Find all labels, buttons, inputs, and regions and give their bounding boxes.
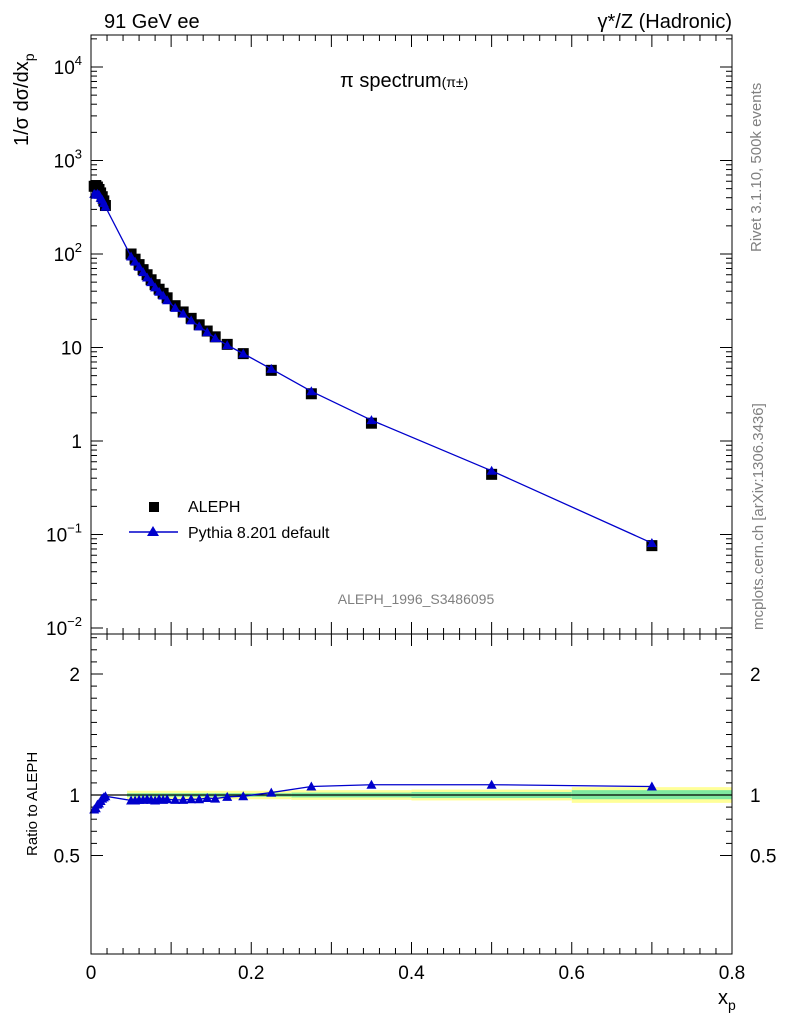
- main-y-tick-base: 10: [54, 245, 75, 266]
- ratio-y-tick-label-right: 1: [750, 786, 761, 807]
- pythia-line: [93, 193, 653, 544]
- x-axis-label: xp: [718, 987, 736, 1013]
- main-y-tick-exp: −2: [67, 614, 82, 629]
- main-y-tick-label: 104: [54, 53, 82, 79]
- y-axis-label-ratio: Ratio to ALEPH: [24, 752, 41, 856]
- main-y-tick-base: 1: [71, 432, 82, 453]
- pythia-data-point: [186, 315, 197, 325]
- pythia-ratio-point: [646, 781, 657, 791]
- legend: ALEPH Pythia 8.201 default: [129, 499, 330, 542]
- pythia-data-point: [146, 277, 157, 287]
- pythia-ratio-point: [100, 791, 111, 801]
- pythia-data-point: [222, 340, 233, 350]
- x-tick-label: 0.8: [719, 963, 745, 984]
- rivet-label: Rivet 3.1.10, 500k events: [748, 83, 765, 252]
- mcplots-label: mcplots.cern.ch [arXiv:1306.3436]: [750, 403, 767, 630]
- legend-aleph-marker: [149, 502, 159, 512]
- x-tick-label: 0.4: [398, 963, 425, 984]
- ratio-axis-ticks: 2 2 1 1 0.5 0.5: [54, 634, 776, 954]
- pythia-data-point: [170, 302, 181, 312]
- main-y-tick-label: 10−2: [46, 614, 82, 640]
- pythia-ratio-point: [194, 794, 205, 804]
- pythia-data-point: [194, 321, 205, 331]
- chart-title-sub: (π±): [442, 74, 469, 90]
- pythia-data-point: [202, 327, 213, 337]
- ratio-y-tick-label-left: 2: [69, 665, 80, 686]
- pythia-ratio-point: [222, 791, 233, 801]
- pythia-ratio-point: [486, 779, 497, 789]
- pythia-data-point: [210, 333, 221, 343]
- main-y-tick-base: 10: [46, 526, 67, 547]
- pythia-data-point: [266, 363, 277, 373]
- pythia-data-point: [486, 465, 497, 475]
- main-series: [88, 180, 658, 552]
- pythia-ratio-point: [266, 787, 277, 797]
- pythia-data-point: [158, 290, 169, 300]
- pythia-ratio-point: [170, 794, 181, 804]
- chart-title-main: π spectrum: [340, 70, 442, 92]
- pythia-ratio-point: [238, 791, 249, 801]
- pythia-data-point: [100, 201, 111, 211]
- ratio-y-tick-label-left: 1: [69, 786, 80, 807]
- pythia-data-point: [150, 282, 161, 292]
- pythia-ratio-point: [162, 794, 173, 804]
- x-tick-labels: 0 0.2 0.4 0.6 0.8: [86, 963, 746, 984]
- legend-pythia-marker: [147, 526, 159, 536]
- ratio-y-tick-label-right: 2: [750, 665, 761, 686]
- ratio-y-tick-label-right: 0.5: [750, 847, 776, 868]
- main-y-tick-exp: −1: [67, 521, 82, 536]
- main-y-tick-base: 10: [61, 339, 82, 360]
- main-y-tick-label: 10−1: [46, 521, 82, 547]
- y-axis-label-main-text: 1/σ dσ/dx: [11, 61, 33, 146]
- ratio-series: [89, 779, 657, 814]
- x-axis-label-sub: p: [728, 997, 736, 1013]
- x-tick-label: 0.2: [238, 963, 264, 984]
- legend-aleph-label: ALEPH: [188, 499, 240, 516]
- pythia-ratio-point: [186, 794, 197, 804]
- pythia-data-point: [306, 386, 317, 396]
- analysis-id: ALEPH_1996_S3486095: [338, 591, 495, 607]
- ratio-panel: 2 2 1 1 0.5 0.5 Ratio to ALEPH: [24, 633, 776, 955]
- y-axis-label-main: 1/σ dσ/dxp: [11, 53, 37, 146]
- pythia-ratio-point: [306, 781, 317, 791]
- pythia-data-point: [162, 295, 173, 305]
- pythia-data-point: [142, 272, 153, 282]
- main-y-tick-label: 102: [54, 240, 82, 266]
- process-label: γ*/Z (Hadronic): [598, 11, 732, 33]
- pythia-data-point: [138, 267, 149, 277]
- x-tick-label: 0.6: [559, 963, 585, 984]
- chart-title: π spectrum(π±): [340, 70, 468, 92]
- pythia-data-point: [238, 348, 249, 358]
- pythia-data-point: [178, 308, 189, 318]
- ratio-frame: [90, 633, 733, 955]
- main-frame: [90, 34, 733, 635]
- main-y-tick-exp: 3: [75, 147, 82, 162]
- main-y-tick-base: 10: [46, 619, 67, 640]
- main-y-tick-label: 10: [61, 339, 82, 360]
- main-y-tick-label: 1: [71, 432, 82, 453]
- pythia-ratio-point: [202, 793, 213, 803]
- main-y-tick-base: 10: [54, 58, 75, 79]
- pythia-data-point: [366, 415, 377, 425]
- x-axis-label-text: x: [718, 987, 728, 1009]
- legend-pythia-label: Pythia 8.201 default: [188, 525, 330, 542]
- y-axis-label-main-sub: p: [21, 53, 37, 61]
- pythia-ratio-point: [178, 794, 189, 804]
- main-y-tick-exp: 4: [75, 53, 82, 68]
- pythia-data-point: [126, 251, 137, 261]
- pythia-data-point: [130, 256, 141, 266]
- x-tick-label: 0: [86, 963, 97, 984]
- ratio-y-tick-label-left: 0.5: [54, 847, 80, 868]
- main-y-tick-exp: 2: [75, 240, 82, 255]
- main-y-tick-base: 10: [54, 152, 75, 173]
- pythia-ratio-point: [366, 779, 377, 789]
- main-y-tick-label: 103: [54, 147, 82, 173]
- pythia-data-point: [646, 538, 657, 548]
- pythia-ratio-point: [210, 793, 221, 803]
- energy-label: 91 GeV ee: [104, 11, 200, 33]
- pythia-data-point: [134, 261, 145, 271]
